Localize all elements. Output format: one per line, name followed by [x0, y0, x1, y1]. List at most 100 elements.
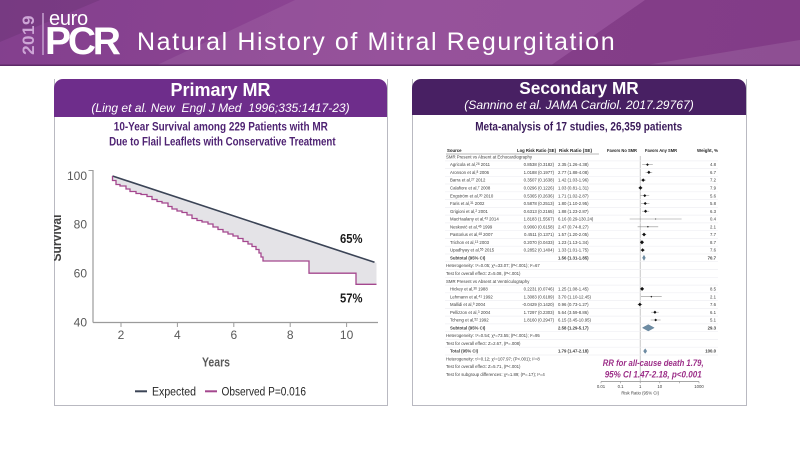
svg-text:Heterogeneity: τ²=0.54; χ²=73.: Heterogeneity: τ²=0.54; χ²=73.55; (P<.00…	[446, 333, 540, 338]
svg-text:Subtotal (95% CI): Subtotal (95% CI)	[450, 325, 486, 330]
svg-text:7.6: 7.6	[710, 302, 717, 307]
svg-text:Agricola et al,26 2011: Agricola et al,26 2011	[450, 162, 491, 167]
svg-text:5.1: 5.1	[710, 318, 717, 323]
svg-text:8.5: 8.5	[710, 287, 717, 292]
svg-text:7.6: 7.6	[710, 248, 717, 253]
svg-text:Calafiore et al,7 2008: Calafiore et al,7 2008	[450, 186, 491, 191]
svg-text:0.2070 (0.0433): 0.2070 (0.0433)	[524, 240, 555, 245]
svg-text:Observed P=0.016: Observed P=0.016	[222, 386, 307, 398]
svg-text:57%: 57%	[340, 291, 363, 306]
svg-text:1.7297 (0.2303): 1.7297 (0.2303)	[524, 310, 555, 315]
svg-text:6.7: 6.7	[710, 170, 717, 175]
svg-text:70.7: 70.7	[708, 255, 717, 260]
svg-text:2.35 (1.26-4.38): 2.35 (1.26-4.38)	[558, 162, 589, 167]
svg-text:Survival: Survival	[54, 215, 64, 262]
svg-text:1.3083 (0.6189): 1.3083 (0.6189)	[524, 294, 555, 299]
svg-text:7.9: 7.9	[710, 186, 717, 191]
svg-text:2.1: 2.1	[710, 224, 717, 229]
svg-text:Tcheng et al,52 1992: Tcheng et al,52 1992	[450, 318, 489, 323]
svg-text:1.42 (1.03-1.96): 1.42 (1.03-1.96)	[558, 178, 589, 183]
svg-text:Favors No SMR: Favors No SMR	[607, 148, 638, 153]
svg-text:3.70 (1.10-12.45): 3.70 (1.10-12.45)	[558, 294, 592, 299]
svg-text:100: 100	[67, 169, 87, 183]
svg-text:4: 4	[174, 328, 181, 342]
svg-text:Due to Flail Leaflets with Con: Due to Flail Leaflets with Conservative …	[109, 137, 336, 149]
svg-text:0.1: 0.1	[618, 384, 625, 389]
svg-text:0.2852 (0.1404): 0.2852 (0.1404)	[524, 248, 555, 253]
svg-text:Aronson et al,8 2006: Aronson et al,8 2006	[450, 170, 490, 175]
svg-text:0.9060 (0.6158): 0.9060 (0.6158)	[524, 224, 555, 229]
svg-text:Expected: Expected	[152, 386, 196, 398]
svg-text:1.03 (0.81-1.31): 1.03 (0.81-1.31)	[558, 186, 589, 191]
svg-text:Engström et al,30 2010: Engström et al,30 2010	[450, 193, 494, 198]
svg-text:1.8183 (1.5567): 1.8183 (1.5567)	[524, 217, 555, 222]
svg-text:Log Risk Ratio (SE): Log Risk Ratio (SE)	[517, 148, 557, 153]
svg-text:Trichon et al,13 2003: Trichon et al,13 2003	[450, 240, 490, 245]
svg-text:Pastorius et al,48 2007: Pastorius et al,48 2007	[450, 232, 493, 237]
svg-text:Grigioni et al,2 2001: Grigioni et al,2 2001	[450, 209, 488, 214]
svg-text:MacHaalany et al,43 2014: MacHaalany et al,43 2014	[450, 217, 499, 222]
svg-text:Upadhyay et al,55 2015: Upadhyay et al,55 2015	[450, 248, 495, 253]
svg-text:4.8: 4.8	[710, 162, 717, 167]
svg-text:1000: 1000	[694, 384, 704, 389]
svg-text:0.8538 (0.3182): 0.8538 (0.3182)	[524, 162, 555, 167]
svg-text:1.80 (1.10-2.95): 1.80 (1.10-2.95)	[558, 201, 589, 206]
svg-text:60: 60	[74, 266, 88, 280]
svg-text:2: 2	[118, 328, 125, 342]
svg-text:0.3507 (0.1638): 0.3507 (0.1638)	[524, 178, 555, 183]
svg-text:Test for overall effect: Z=5.7: Test for overall effect: Z=5.71, (P<.001…	[446, 364, 521, 369]
svg-text:1.23 (1.13-1.34): 1.23 (1.13-1.34)	[558, 240, 589, 245]
svg-text:Source: Source	[447, 148, 462, 153]
svg-text:RR for all-cause death 1.79,: RR for all-cause death 1.79,	[603, 358, 704, 369]
svg-text:-0.0429 (0.1420): -0.0429 (0.1420)	[522, 302, 554, 307]
svg-text:1.71 (1.02-2.87): 1.71 (1.02-2.87)	[558, 193, 589, 198]
svg-text:Risk Ratio (SE): Risk Ratio (SE)	[559, 148, 593, 153]
svg-text:1: 1	[639, 384, 642, 389]
svg-text:Meta-analysis of 17 studies, 2: Meta-analysis of 17 studies, 26,359 pati…	[475, 122, 682, 134]
svg-text:Hickey et al,36 1988: Hickey et al,36 1988	[450, 287, 488, 292]
svg-text:6.16 (0.29-130.24): 6.16 (0.29-130.24)	[558, 217, 594, 222]
svg-text:10-Year Survival among 229 Pat: 10-Year Survival among 229 Patients with…	[114, 122, 329, 134]
svg-text:0.5878 (0.2513): 0.5878 (0.2513)	[524, 201, 555, 206]
svg-text:10: 10	[657, 384, 662, 389]
svg-text:Total (95% CI): Total (95% CI)	[450, 349, 479, 354]
svg-text:Weight, %: Weight, %	[697, 148, 718, 153]
svg-text:0.2231 (0.0746): 0.2231 (0.0746)	[524, 287, 555, 292]
svg-text:1.0188 (0.1977): 1.0188 (0.1977)	[524, 170, 555, 175]
svg-text:1.33 (1.01-1.75): 1.33 (1.01-1.75)	[558, 248, 589, 253]
svg-text:1.79 (1.47-2.18): 1.79 (1.47-2.18)	[558, 349, 589, 354]
svg-text:6.3: 6.3	[710, 209, 717, 214]
svg-text:80: 80	[74, 218, 88, 232]
svg-text:65%: 65%	[340, 231, 363, 246]
svg-text:5.6: 5.6	[710, 193, 717, 198]
svg-text:Faris et al,31 2002: Faris et al,31 2002	[450, 201, 485, 206]
svg-text:1.88 (1.23-2.87): 1.88 (1.23-2.87)	[558, 209, 589, 214]
svg-text:0.4511 (0.1371): 0.4511 (0.1371)	[524, 232, 555, 237]
svg-text:Heterogeneity: τ²=0.05; χ²=33.: Heterogeneity: τ²=0.05; χ²=33.07; (P<.00…	[446, 263, 540, 268]
svg-text:40: 40	[74, 316, 88, 330]
svg-text:0.01: 0.01	[597, 384, 606, 389]
svg-text:0.0296 (0.1226): 0.0296 (0.1226)	[524, 186, 555, 191]
svg-text:SMR Present vs Absent at Echoc: SMR Present vs Absent at Echocardiograph…	[446, 155, 533, 160]
svg-text:1.8160 (0.2947): 1.8160 (0.2947)	[524, 318, 555, 323]
svg-text:0.5365 (0.2636): 0.5365 (0.2636)	[524, 193, 555, 198]
svg-text:Subtotal (95% CI): Subtotal (95% CI)	[450, 255, 486, 260]
svg-text:0.4: 0.4	[710, 217, 717, 222]
svg-text:Lehmann et al,41 1992: Lehmann et al,41 1992	[450, 294, 493, 299]
svg-text:0.6313 (0.2165): 0.6313 (0.2165)	[524, 209, 555, 214]
svg-text:6.15 (3.45-10.95): 6.15 (3.45-10.95)	[558, 318, 592, 323]
svg-text:8: 8	[287, 328, 294, 342]
svg-text:Barra et al,27 2012: Barra et al,27 2012	[450, 178, 486, 183]
svg-text:0.96 (0.73-1.27): 0.96 (0.73-1.27)	[558, 302, 589, 307]
svg-text:Test for overall effect: Z=5.0: Test for overall effect: Z=5.08, (P<.001…	[446, 271, 521, 276]
svg-text:2.47 (0.74-8.27): 2.47 (0.74-8.27)	[558, 224, 589, 229]
svg-text:8.7: 8.7	[710, 240, 717, 245]
svg-text:Years: Years	[202, 355, 230, 370]
svg-text:5.64 (3.59-8.86): 5.64 (3.59-8.86)	[558, 310, 589, 315]
svg-text:Nesković et al,46 1999: Nesković et al,46 1999	[450, 224, 493, 229]
svg-text:2.1: 2.1	[710, 294, 717, 299]
svg-text:6: 6	[230, 328, 237, 342]
svg-text:7.2: 7.2	[710, 178, 717, 183]
svg-text:Test for overall effect: Z=2.6: Test for overall effect: Z=2.67, (P=.008…	[446, 341, 521, 346]
svg-text:1.56 (1.31-1.85): 1.56 (1.31-1.85)	[558, 255, 589, 260]
